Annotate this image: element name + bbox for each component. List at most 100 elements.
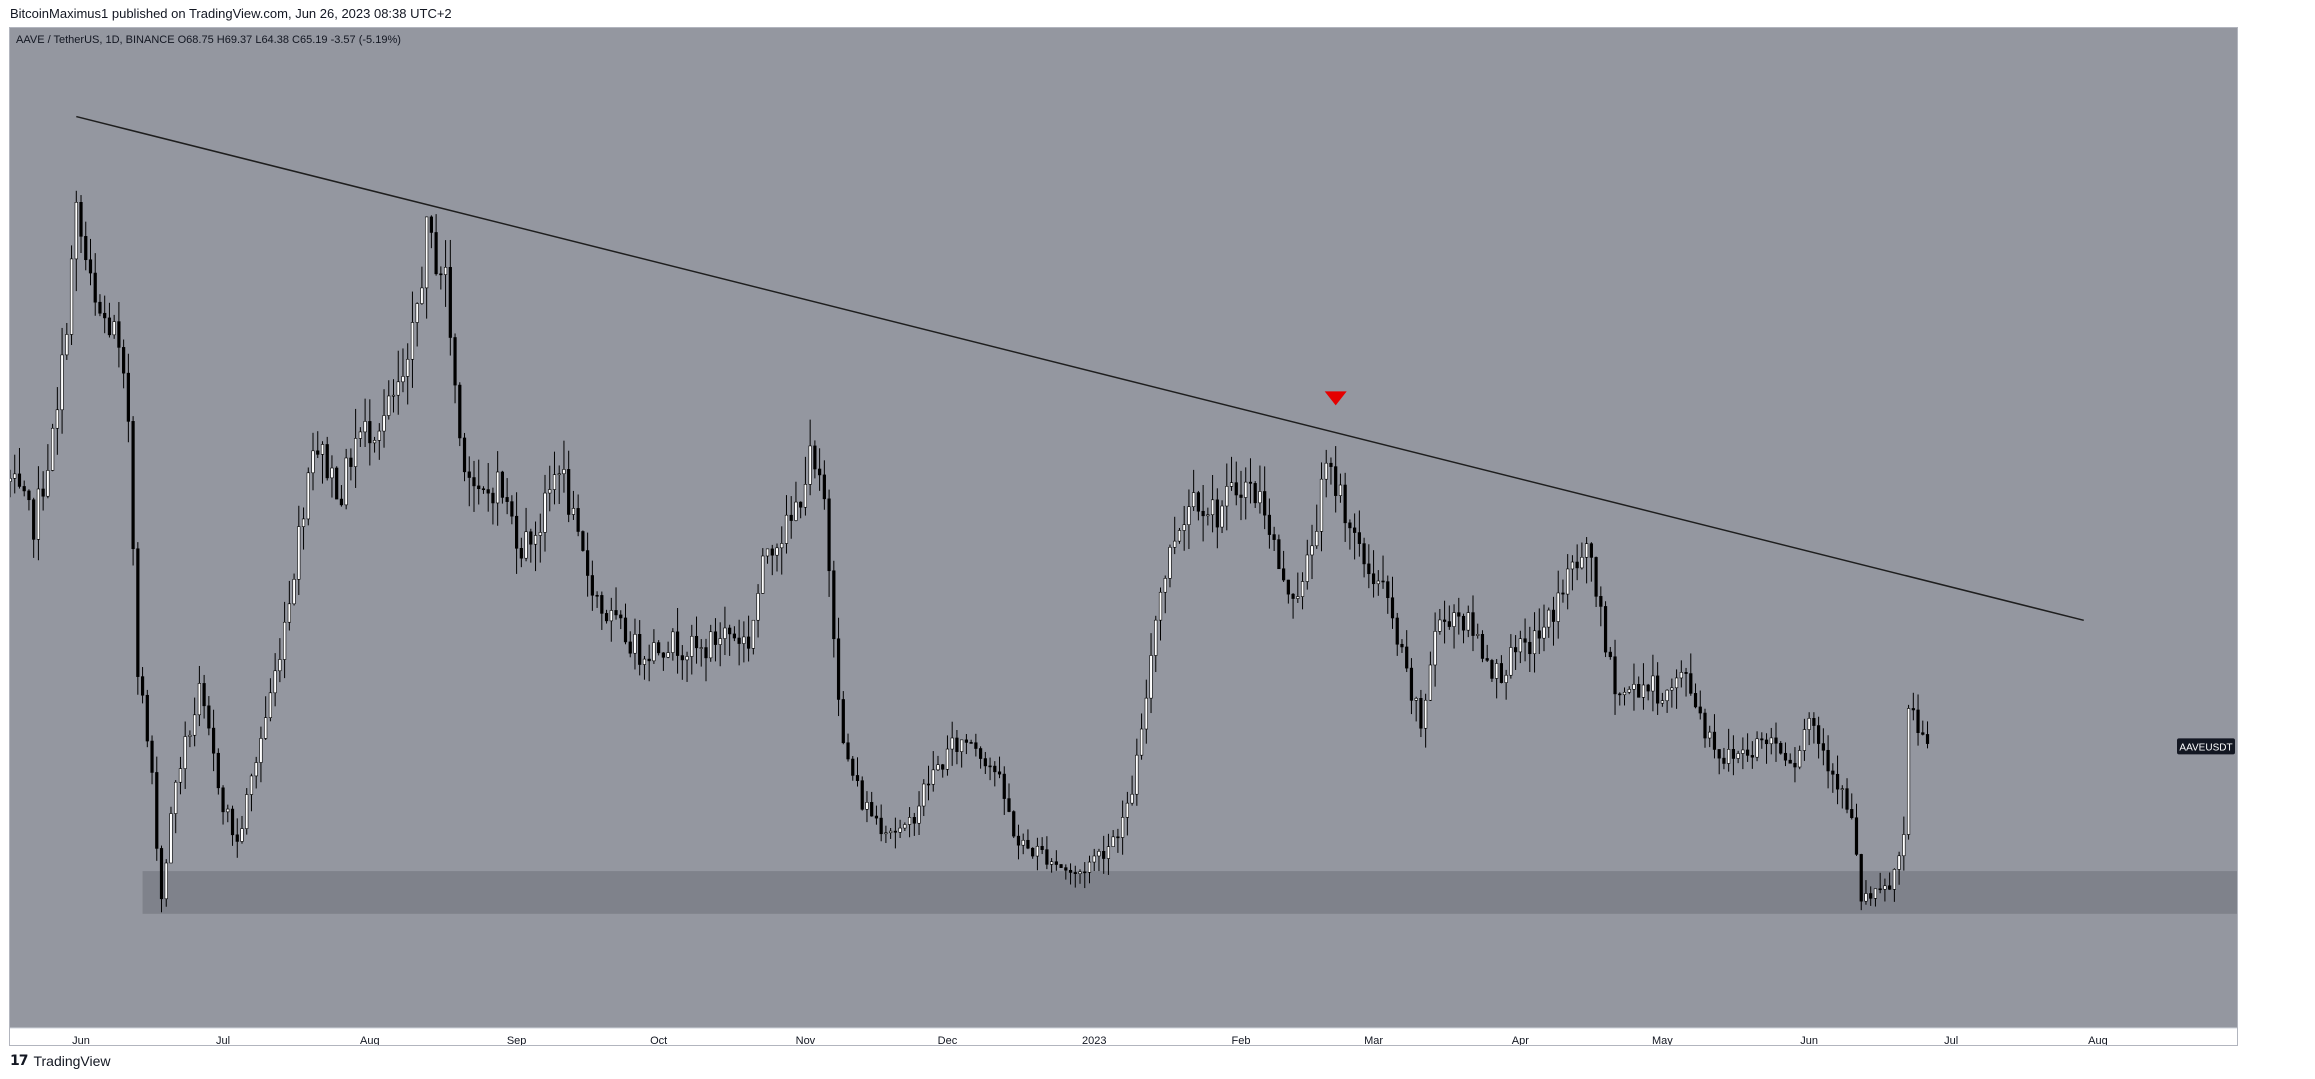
candle-up <box>1585 543 1589 558</box>
candle-down <box>746 636 751 649</box>
candle-up <box>306 472 310 520</box>
x-tick-label: Apr <box>1512 1035 1529 1045</box>
candle-up <box>65 334 69 356</box>
candle-down <box>93 272 97 303</box>
candle-up <box>1154 619 1158 656</box>
candle-down <box>974 742 978 749</box>
candle-down <box>1395 617 1399 645</box>
candle-up <box>1338 484 1343 496</box>
x-tick-label: Aug <box>2088 1035 2108 1045</box>
candle-down <box>1282 568 1286 581</box>
candle-up <box>1300 581 1305 597</box>
candle-down <box>1291 593 1295 599</box>
candle-up <box>1319 478 1324 532</box>
candle-down <box>661 652 665 658</box>
candle-up <box>1324 462 1328 480</box>
candle-down <box>1201 510 1205 517</box>
candle-down <box>893 830 897 833</box>
candlestick-chart[interactable]: USDT40.0044.0048.0052.0056.0060.0064.006… <box>10 28 2237 1045</box>
candle-up <box>287 603 291 623</box>
candle-up <box>533 535 538 545</box>
candle-up <box>1158 591 1163 621</box>
candle-up <box>443 266 448 275</box>
candle-up <box>671 631 675 653</box>
candle-down <box>799 501 803 508</box>
candle-down <box>1442 619 1447 622</box>
candle-down <box>1083 871 1087 874</box>
candle-up <box>354 438 358 467</box>
chart-frame[interactable]: USDT40.0044.0048.0052.0056.0060.0064.006… <box>9 27 2238 1046</box>
candle-up <box>562 469 566 475</box>
candle-down <box>964 739 968 743</box>
candle-up <box>10 478 12 482</box>
candle-down <box>150 740 154 773</box>
candle-up <box>1163 578 1167 593</box>
candle-down <box>567 469 571 515</box>
candle-down <box>1409 667 1414 701</box>
candle-up <box>1376 580 1380 585</box>
candle-down <box>1731 749 1735 759</box>
candle-down <box>1419 698 1423 729</box>
last-price-symbol-tag <box>2177 738 2235 755</box>
candle-up <box>1873 888 1878 899</box>
candle-up <box>718 638 722 645</box>
candle-down <box>1334 466 1338 496</box>
candle-down <box>818 468 822 476</box>
candle-up <box>1504 674 1508 683</box>
candle-down <box>1774 737 1778 744</box>
candle-down <box>117 321 121 348</box>
candle-down <box>505 497 509 502</box>
candle-down <box>832 570 836 640</box>
candle-up <box>344 457 348 506</box>
candle-up <box>69 258 74 335</box>
candle-up <box>652 642 656 662</box>
candle-up <box>1798 750 1802 768</box>
candle-up <box>1906 708 1911 835</box>
candle-up <box>112 321 116 336</box>
candle-up <box>780 543 784 549</box>
legend-symbol: AAVE / TetherUS, 1D, BINANCE <box>16 34 178 46</box>
candle-down <box>1835 773 1840 790</box>
candle-down <box>429 216 433 233</box>
candle-down <box>368 421 372 444</box>
candle-down <box>912 817 916 824</box>
candle-up <box>699 647 703 649</box>
candle-down <box>822 474 826 500</box>
candle-up <box>46 470 50 497</box>
candle-up <box>1727 749 1731 764</box>
candle-down <box>159 848 164 900</box>
candle-up <box>226 808 230 813</box>
legend-low-label: L <box>255 34 261 46</box>
candle-down <box>879 817 883 835</box>
candle-down <box>1599 596 1603 607</box>
candle-down <box>1073 872 1077 874</box>
candle-up <box>1547 609 1551 628</box>
candle-up <box>1741 749 1745 754</box>
candle-up <box>1641 684 1646 698</box>
candle-down <box>1040 845 1044 850</box>
candle-up <box>183 736 187 769</box>
candle-down <box>1717 749 1721 759</box>
candle-down <box>1353 527 1357 533</box>
candle-down <box>789 514 793 521</box>
candle-up <box>1660 700 1664 704</box>
candle-up <box>548 489 552 494</box>
candle-down <box>581 531 585 551</box>
candle-down <box>1760 738 1764 741</box>
candle-down <box>993 765 997 773</box>
candle-up <box>784 514 789 544</box>
candle-up <box>1755 738 1759 758</box>
rejection-marker-icon <box>1324 391 1347 406</box>
candle-up <box>1229 482 1234 487</box>
last-price-symbol: AAVEUSDT <box>2179 742 2232 753</box>
candle-down <box>1921 732 1925 735</box>
candle-up <box>794 501 798 521</box>
candle-up <box>387 395 391 416</box>
candle-up <box>1897 855 1901 870</box>
candle-down <box>614 610 618 616</box>
candle-up <box>723 627 727 639</box>
candle-down <box>1821 743 1825 751</box>
candle-down <box>576 508 580 532</box>
candle-up <box>1220 505 1224 528</box>
candle-down <box>1722 757 1726 764</box>
